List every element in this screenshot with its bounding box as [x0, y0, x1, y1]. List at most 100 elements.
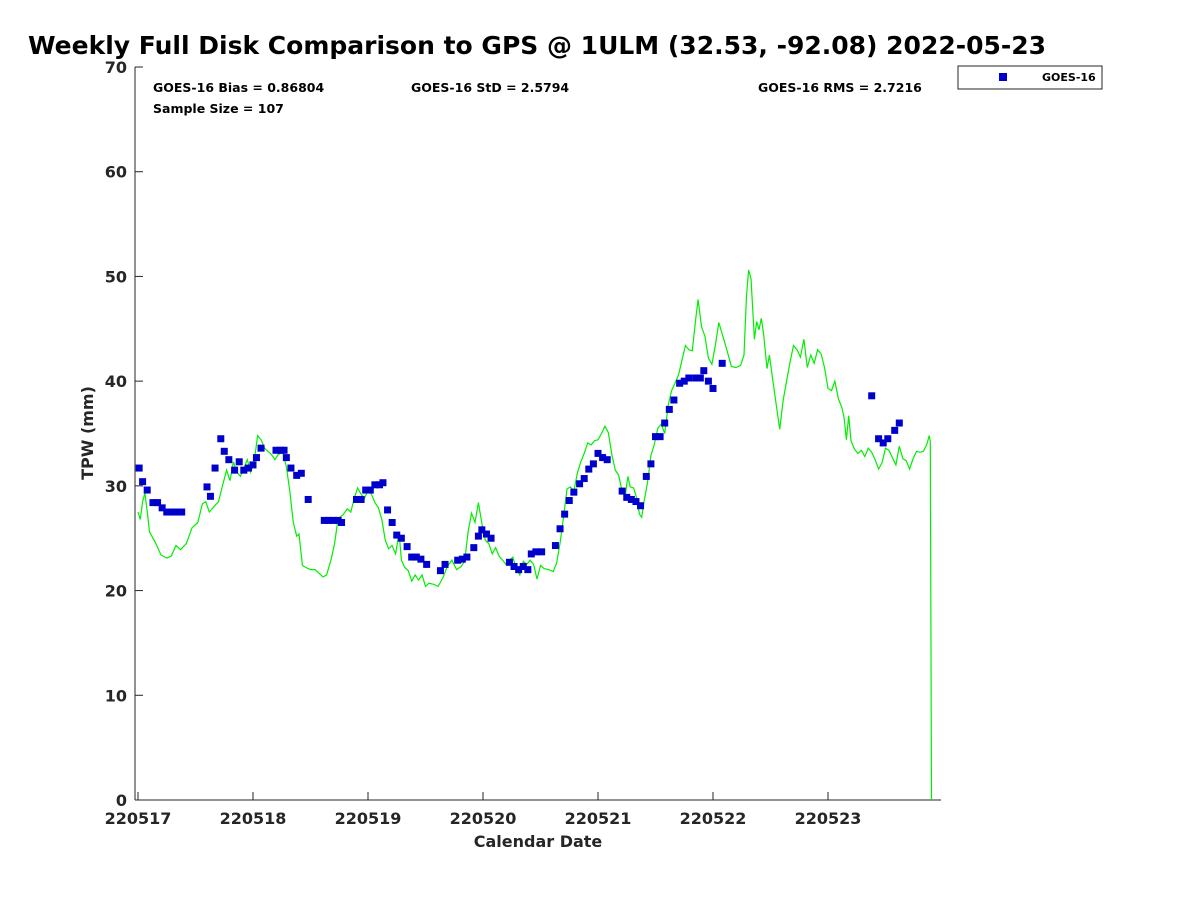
goes-16-point: [304, 495, 312, 503]
y-tick-label: 30: [105, 477, 127, 496]
goes-16-point: [879, 439, 887, 447]
legend-marker-goes-16: [999, 73, 1007, 81]
goes-16-point: [652, 433, 659, 441]
goes-16-point: [519, 562, 527, 570]
goes-16-point: [280, 446, 288, 454]
goes-16-point: [338, 519, 346, 527]
x-tick-label: 220521: [565, 809, 632, 828]
goes-16-point: [320, 516, 328, 524]
goes-16-point: [297, 469, 305, 477]
goes-16-point: [206, 492, 214, 500]
goes-16-point: [135, 464, 143, 472]
goes-16-point: [556, 525, 564, 533]
goes-16-point: [231, 466, 239, 474]
goes-16-point: [417, 555, 425, 563]
gps-series: [137, 269, 933, 801]
goes-16-point: [515, 566, 523, 574]
goes-16-point: [527, 550, 535, 558]
goes-16-point: [325, 516, 333, 524]
legend-box: [957, 65, 1103, 90]
goes-16-point: [470, 544, 478, 552]
goes-16-point: [441, 560, 449, 568]
goes-16-point: [665, 405, 673, 413]
goes-16-point: [436, 567, 444, 575]
goes-16-point: [676, 379, 684, 387]
goes-16-point: [362, 486, 370, 494]
goes-16-point: [287, 464, 295, 472]
y-tick-label: 60: [105, 163, 127, 182]
goes-16-point: [561, 510, 569, 518]
goes-16-point: [642, 472, 650, 480]
goes-16-point: [458, 555, 466, 563]
goes-16-point: [551, 542, 559, 550]
x-tick-label: 220518: [220, 809, 287, 828]
goes-16-point: [249, 461, 257, 469]
goes-16-point: [257, 444, 265, 452]
goes-16-point: [700, 367, 708, 375]
goes-16-point: [623, 493, 631, 501]
goes-16-point: [169, 508, 176, 516]
goes-16-point: [282, 454, 290, 462]
goes-16-point: [576, 480, 584, 488]
goes-16-point: [680, 377, 688, 385]
y-tick-label: 50: [105, 267, 127, 286]
goes-16-point: [524, 566, 532, 574]
goes-16-point: [408, 553, 416, 561]
goes-16-point: [240, 466, 248, 474]
goes-16-point: [272, 446, 280, 454]
goes-16-point: [412, 553, 420, 561]
goes-16-point: [875, 435, 883, 443]
x-axis-label: Calendar Date: [474, 832, 603, 851]
legend-label-goes-16: GOES-16: [1042, 71, 1096, 84]
goes-16-point: [384, 506, 392, 514]
goes-16-point: [603, 456, 611, 464]
goes-16-point: [868, 392, 876, 400]
goes-16-point: [632, 498, 640, 506]
goes-16-point: [570, 488, 578, 496]
goes-16-point: [149, 499, 157, 507]
goes-16-point: [661, 419, 669, 427]
goes-16-point: [884, 435, 892, 443]
goes-16-point: [252, 454, 260, 462]
goes-16-point: [423, 560, 431, 568]
goes-16-point: [532, 548, 540, 556]
y-tick-label: 40: [105, 372, 127, 391]
x-tick-label: 220522: [680, 809, 747, 828]
goes-16-point: [704, 377, 712, 385]
goes-16-point: [709, 384, 717, 392]
goes-16-point: [589, 460, 597, 468]
y-tick-label: 10: [105, 686, 127, 705]
goes-16-point: [692, 374, 700, 382]
legend: GOES-16: [957, 65, 1103, 90]
goes-16-point: [618, 487, 626, 495]
goes-16-point: [211, 464, 219, 472]
goes-16-point: [244, 464, 252, 472]
y-axis-label: TPW (mm): [78, 386, 97, 480]
goes-16-point: [718, 359, 726, 367]
goes-16-point: [647, 460, 655, 468]
goes-16-point: [670, 396, 678, 404]
goes-16-point: [293, 471, 301, 479]
goes-16-point: [371, 481, 379, 489]
goes-16-point: [158, 504, 166, 512]
stat-sample-size: Sample Size = 107: [153, 101, 284, 116]
goes-16-point: [627, 495, 635, 503]
goes-16-point: [357, 495, 365, 503]
goes-16-point: [891, 426, 899, 434]
goes-16-point: [454, 556, 462, 564]
goes-16-point: [143, 486, 151, 494]
plot-area: 0 10 20 30 40 50 60 70 220517 220518 220519 220520…: [105, 58, 941, 828]
goes-16-point: [685, 374, 693, 382]
goes-16-series: [135, 359, 903, 575]
y-tick-label: 20: [105, 582, 127, 601]
goes-16-point: [225, 456, 233, 464]
goes-16-point: [154, 499, 162, 507]
goes-16-point: [403, 543, 411, 551]
goes-16-point: [379, 479, 387, 487]
x-tick-label: 220520: [450, 809, 517, 828]
goes-16-point: [538, 548, 546, 556]
goes-16-point: [353, 495, 360, 503]
x-tick-label: 220523: [795, 809, 862, 828]
goes-16-point: [594, 449, 602, 457]
